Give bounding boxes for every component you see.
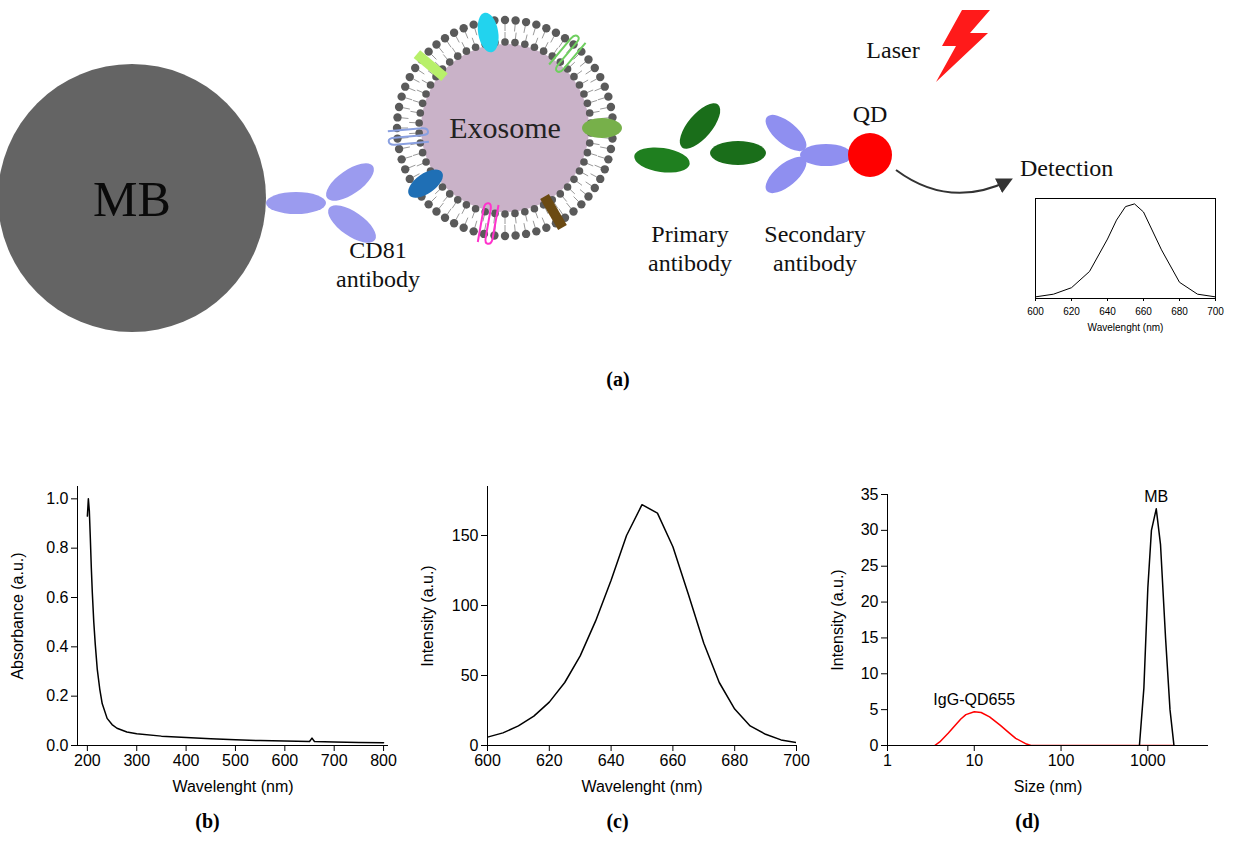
svg-text:700: 700 bbox=[321, 752, 348, 769]
svg-text:Exosome: Exosome bbox=[449, 111, 561, 144]
svg-text:200: 200 bbox=[74, 752, 101, 769]
svg-text:1.0: 1.0 bbox=[46, 490, 68, 507]
svg-text:Intensity (a.u.): Intensity (a.u.) bbox=[419, 565, 436, 666]
svg-text:Primaryantibody: Primaryantibody bbox=[648, 221, 732, 276]
svg-text:800: 800 bbox=[370, 752, 397, 769]
svg-text:Size (nm): Size (nm) bbox=[1014, 778, 1082, 795]
svg-text:100: 100 bbox=[452, 597, 479, 614]
svg-text:5: 5 bbox=[870, 701, 879, 718]
svg-text:680: 680 bbox=[1171, 306, 1188, 317]
svg-text:640: 640 bbox=[598, 752, 625, 769]
svg-text:25: 25 bbox=[861, 557, 879, 574]
svg-text:15: 15 bbox=[861, 629, 879, 646]
svg-text:680: 680 bbox=[721, 752, 748, 769]
svg-text:600: 600 bbox=[474, 752, 501, 769]
html-text:(c): (c) bbox=[606, 810, 629, 832]
svg-text:1: 1 bbox=[883, 752, 892, 769]
svg-text:20: 20 bbox=[861, 593, 879, 610]
svg-text:35: 35 bbox=[861, 486, 879, 503]
svg-text:150: 150 bbox=[452, 527, 479, 544]
svg-text:620: 620 bbox=[1063, 306, 1080, 317]
svg-text:0.6: 0.6 bbox=[46, 589, 68, 606]
svg-text:QD: QD bbox=[853, 101, 888, 127]
svg-text:Intensity (a.u.): Intensity (a.u.) bbox=[829, 569, 846, 670]
svg-text:Wavelenght (nm): Wavelenght (nm) bbox=[1088, 322, 1164, 333]
html-text:(d): (d) bbox=[1015, 810, 1040, 832]
svg-text:0.2: 0.2 bbox=[46, 687, 68, 704]
svg-text:Detection: Detection bbox=[1020, 155, 1113, 181]
svg-text:600: 600 bbox=[1027, 306, 1044, 317]
svg-text:400: 400 bbox=[173, 752, 200, 769]
svg-text:300: 300 bbox=[123, 752, 150, 769]
svg-text:500: 500 bbox=[222, 752, 249, 769]
svg-text:600: 600 bbox=[271, 752, 298, 769]
svg-text:0.4: 0.4 bbox=[46, 638, 68, 655]
svg-text:50: 50 bbox=[461, 667, 479, 684]
html-text:(b): (b) bbox=[195, 810, 220, 832]
html-text:(a): (a) bbox=[606, 368, 630, 390]
svg-text:MB: MB bbox=[93, 171, 171, 227]
svg-text:660: 660 bbox=[1135, 306, 1152, 317]
svg-text:Absorbance (a.u.): Absorbance (a.u.) bbox=[9, 552, 26, 679]
svg-text:IgG-QD655: IgG-QD655 bbox=[933, 691, 1015, 708]
svg-text:620: 620 bbox=[536, 752, 563, 769]
svg-text:Wavelenght (nm): Wavelenght (nm) bbox=[581, 778, 702, 795]
svg-text:1000: 1000 bbox=[1130, 752, 1166, 769]
svg-text:0.0: 0.0 bbox=[46, 737, 68, 754]
svg-text:0.8: 0.8 bbox=[46, 539, 68, 556]
svg-text:640: 640 bbox=[1099, 306, 1116, 317]
svg-text:10: 10 bbox=[965, 752, 983, 769]
svg-text:Laser: Laser bbox=[866, 37, 919, 63]
svg-text:30: 30 bbox=[861, 521, 879, 538]
svg-text:10: 10 bbox=[861, 665, 879, 682]
svg-text:700: 700 bbox=[783, 752, 810, 769]
svg-text:700: 700 bbox=[1207, 306, 1224, 317]
svg-text:100: 100 bbox=[1048, 752, 1075, 769]
svg-text:Wavelenght (nm): Wavelenght (nm) bbox=[172, 778, 293, 795]
svg-text:0: 0 bbox=[469, 736, 479, 754]
svg-text:0: 0 bbox=[870, 737, 879, 754]
svg-text:MB: MB bbox=[1144, 488, 1168, 505]
svg-text:Secondaryantibody: Secondaryantibody bbox=[764, 221, 865, 276]
svg-text:660: 660 bbox=[660, 752, 687, 769]
svg-text:CD81antibody: CD81antibody bbox=[336, 237, 420, 292]
